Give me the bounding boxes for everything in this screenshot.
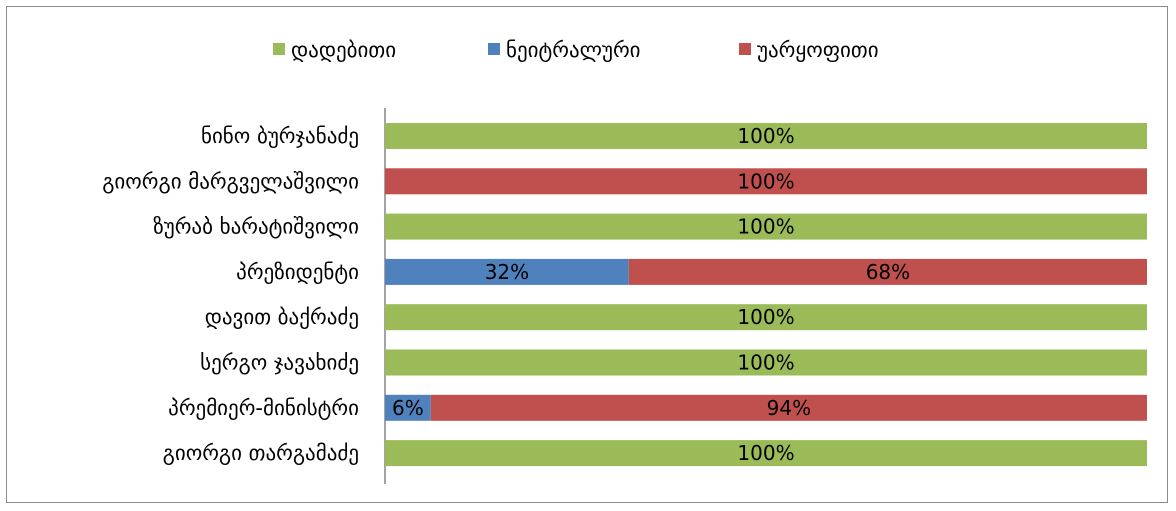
bar-value-label: 100% — [737, 169, 794, 193]
bar-segment — [385, 168, 1147, 195]
category-label: დავით ბაქრაძე — [205, 305, 359, 329]
legend-label-3: უარყოფითი — [757, 38, 879, 62]
bar-value-label: 100% — [737, 441, 794, 465]
category-label: სერგო ჯავახიძე — [200, 351, 359, 375]
legend-swatch-2 — [488, 43, 500, 55]
category-axis-labels: ნინო ბურჯანაძე გიორგი მარგველაშვილი ზურაბ … — [102, 124, 359, 465]
legend-swatch-1 — [273, 43, 285, 55]
bar-segment — [628, 258, 1147, 285]
bar-value-label: 100% — [737, 351, 794, 375]
bar-segment — [385, 349, 1147, 376]
bar-series — [385, 123, 1148, 467]
category-label: გიორგი მარგველაშვილი — [102, 169, 359, 193]
bar-segment — [385, 213, 1147, 240]
category-label: პრემიერ-მინისტრი — [168, 396, 359, 420]
bar-value-label: 100% — [737, 305, 794, 329]
bar-value-label: 32% — [485, 260, 529, 284]
bar-segment — [385, 440, 1147, 467]
bar-segment — [385, 258, 629, 285]
bar-value-label: 100% — [737, 215, 794, 239]
bar-value-label: 94% — [767, 396, 811, 420]
category-label: ზურაბ ხარატიშვილი — [153, 215, 359, 239]
data-labels: 100% 100% 100% 32% 68% 100% 100% 6% 94% 100% — [392, 124, 910, 465]
category-label: ნინო ბურჯანაძე — [201, 124, 359, 148]
bar-segment — [385, 123, 1147, 149]
legend-swatch-3 — [739, 43, 751, 55]
chart-legend: დადებითი ნეიტრალური უარყოფითი — [273, 38, 879, 62]
bar-value-label: 6% — [392, 396, 424, 420]
category-label: გიორგი თარგამაძე — [163, 441, 359, 465]
bar-value-label: 68% — [866, 260, 910, 284]
bar-segment — [430, 394, 1148, 421]
legend-label-1: დადებითი — [291, 38, 396, 62]
legend-label-2: ნეიტრალური — [506, 38, 641, 62]
bar-segment — [385, 304, 1147, 331]
bar-value-label: 100% — [737, 124, 794, 148]
category-label: პრეზიდენტი — [236, 260, 359, 284]
bar-segment — [385, 394, 431, 421]
